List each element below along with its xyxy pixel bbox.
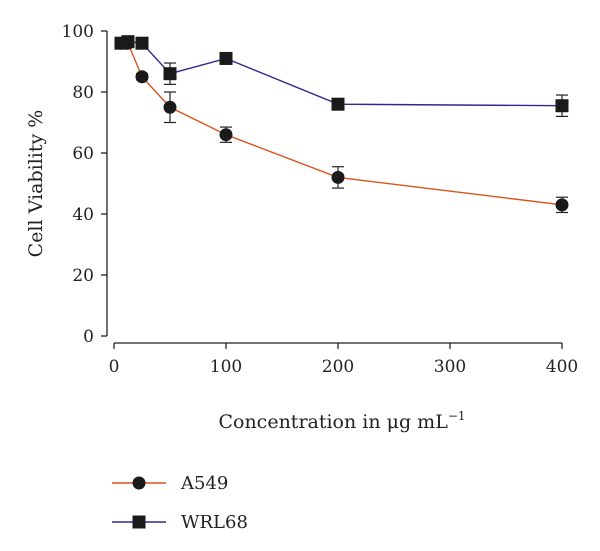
data-point-square xyxy=(121,35,135,49)
data-point-circle xyxy=(135,70,149,84)
data-point-square xyxy=(163,67,177,81)
legend-marker-circle xyxy=(132,476,146,490)
x-axis-label: Concentration in μg mL−1 xyxy=(218,409,465,433)
data-point-square xyxy=(135,36,149,50)
legend-label: WRL68 xyxy=(181,512,248,533)
legend-item-wrl68: WRL68 xyxy=(112,512,248,533)
data-point-square xyxy=(219,51,233,65)
x-axis-ticks: 0 100 200 300 400 xyxy=(109,343,578,377)
y-axis-label: Cell Viability % xyxy=(25,110,47,258)
x-axis-label-superscript: −1 xyxy=(448,409,466,423)
series-layer xyxy=(114,35,569,214)
series-wrl68 xyxy=(114,35,569,118)
y-tick-label: 100 xyxy=(62,22,94,42)
x-tick-label: 100 xyxy=(210,357,242,377)
legend-label: A549 xyxy=(180,473,228,494)
x-tick-label: 200 xyxy=(322,357,354,377)
x-tick-label: 0 xyxy=(109,357,120,377)
series-line-wrl68 xyxy=(120,40,563,107)
x-tick-label: 300 xyxy=(434,357,466,377)
y-tick-label: 20 xyxy=(72,266,94,286)
legend-item-a549: A549 xyxy=(112,473,228,494)
y-tick-label: 0 xyxy=(83,327,94,347)
y-tick-label: 80 xyxy=(72,83,94,103)
y-axis-ticks: 0 20 40 60 80 100 xyxy=(62,22,107,347)
x-tick-label: 400 xyxy=(546,357,578,377)
data-point-circle xyxy=(219,128,233,142)
data-point-square xyxy=(331,97,345,111)
data-point-circle xyxy=(163,100,177,114)
y-tick-label: 40 xyxy=(72,205,94,225)
y-tick-label: 60 xyxy=(72,144,94,164)
data-point-square xyxy=(555,99,569,113)
series-a549 xyxy=(114,36,569,214)
data-point-circle xyxy=(331,170,345,184)
legend: A549 WRL68 xyxy=(112,473,248,533)
data-point-circle xyxy=(555,198,569,212)
legend-marker-square xyxy=(132,515,146,529)
